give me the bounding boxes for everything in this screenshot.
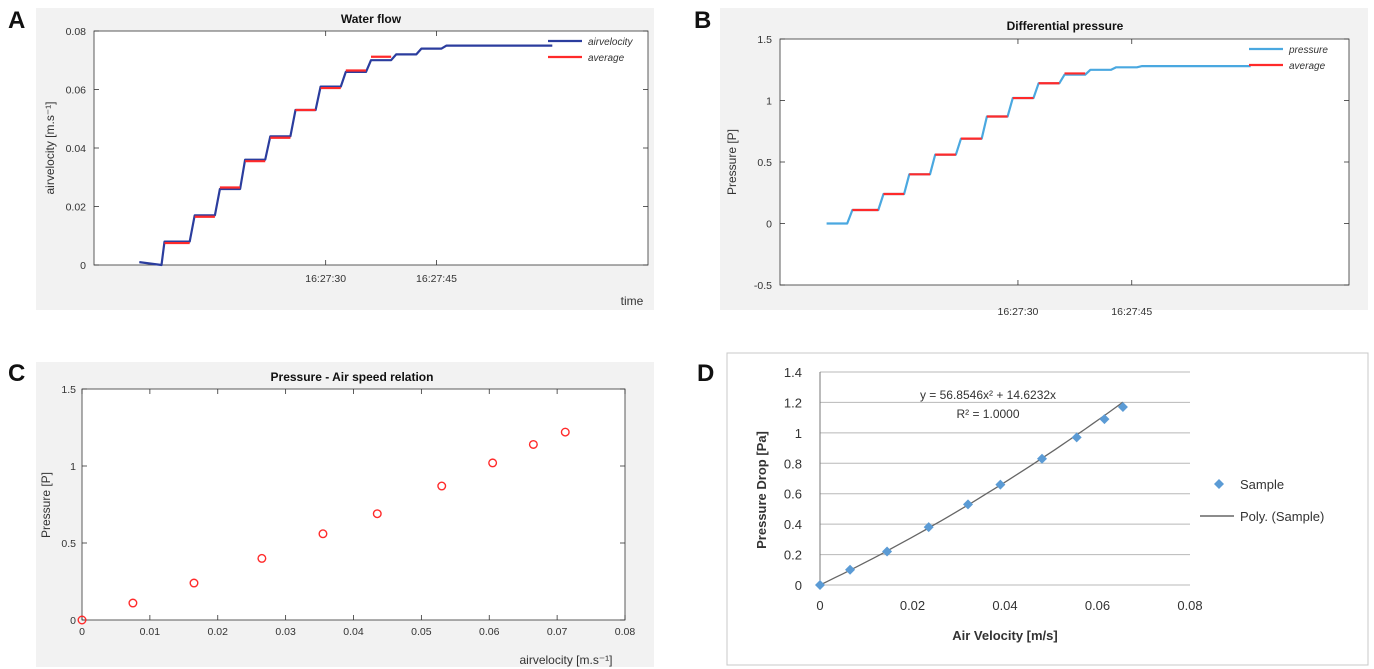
legend-label-average: average [588, 53, 625, 64]
legend-swatch-sample [1214, 479, 1224, 489]
panel-d-chart: Pressure Drop [Pa] Air Velocity [m/s] y … [726, 352, 1369, 666]
y-tick-label: 1 [795, 426, 802, 441]
y-tick-label: -0.5 [754, 280, 772, 292]
panel-c-chart: Pressure - Air speed relation Pressure [… [36, 362, 654, 667]
data-point [995, 479, 1006, 490]
x-tick-label: 0.03 [275, 626, 296, 638]
data-point [257, 553, 267, 563]
panel-b-chart: Differential pressure Pressure [P] -0.5 0… [720, 8, 1368, 318]
legend-label-average: average [1289, 61, 1326, 72]
data-point [815, 580, 825, 590]
y-tick-label: 0 [766, 219, 772, 231]
panel-c-title: Pressure - Air speed relation [271, 370, 434, 384]
data-point [845, 564, 856, 575]
data-point [189, 578, 199, 588]
y-tick-label: 1 [766, 96, 772, 108]
x-tick-label: 0 [79, 626, 85, 638]
y-tick-label: 0 [795, 578, 802, 593]
data-point [1117, 401, 1128, 412]
y-tick-label: 0.4 [784, 517, 802, 532]
panel-c-xlabel: airvelocity [m.s⁻¹] [519, 653, 612, 667]
panel-b-ylabel: Pressure [P] [725, 129, 739, 195]
data-point [560, 427, 570, 437]
panel-b-plot-area [779, 38, 1350, 286]
panel-a-xlabel: time [621, 294, 644, 308]
series-line-pressure [826, 64, 1251, 225]
x-tick-label: 0.01 [140, 626, 161, 638]
x-tick-label: 0.06 [1085, 598, 1110, 613]
x-tick-label: 0.04 [343, 626, 364, 638]
panel-a-ylabel: airvelocity [m.s⁻¹] [43, 101, 57, 194]
panel-d-frame [726, 352, 1369, 666]
trendline-equation: y = 56.8546x² + 14.6232x [920, 388, 1056, 402]
data-point [318, 529, 328, 539]
x-tick-label: 0.08 [615, 626, 636, 638]
panel-d-xlabel: Air Velocity [m/s] [952, 628, 1057, 643]
data-point [77, 615, 87, 625]
x-tick-label: 16:27:30 [305, 273, 346, 285]
panel-a-title: Water flow [341, 12, 402, 26]
series-line-airvelocity [139, 44, 553, 267]
x-tick-label: 0.02 [900, 598, 925, 613]
y-tick-label: 1.5 [757, 34, 772, 46]
data-point [372, 509, 382, 519]
panel-label-c: C [8, 360, 25, 387]
x-tick-label: 16:27:45 [1111, 306, 1152, 318]
legend-label-sample: Sample [1240, 477, 1284, 492]
panel-c-plot-area [81, 388, 626, 621]
y-tick-label: 0.6 [784, 487, 802, 502]
y-tick-label: 0.08 [66, 26, 87, 38]
y-tick-label: 0.5 [61, 538, 76, 550]
data-point [882, 546, 893, 557]
x-tick-label: 0.06 [479, 626, 500, 638]
data-point [1099, 414, 1110, 425]
data-point [923, 522, 934, 533]
x-tick-label: 0.04 [992, 598, 1017, 613]
x-tick-label: 0.05 [411, 626, 432, 638]
x-tick-label: 16:27:45 [416, 273, 457, 285]
panel-label-b: B [694, 7, 711, 34]
x-tick-label: 0.07 [547, 626, 568, 638]
x-tick-label: 0 [816, 598, 823, 613]
x-tick-label: 0.08 [1177, 598, 1202, 613]
y-tick-label: 0.5 [757, 157, 772, 169]
panel-c-ylabel: Pressure [P] [39, 472, 53, 538]
data-point [528, 439, 538, 449]
panel-b-title: Differential pressure [1007, 19, 1124, 33]
y-tick-label: 0.06 [66, 85, 87, 97]
data-point [1071, 432, 1082, 443]
data-point [437, 481, 447, 491]
y-tick-label: 0 [70, 615, 76, 627]
trendline-r-squared: R² = 1.0000 [956, 407, 1019, 421]
y-tick-label: 0.02 [66, 202, 87, 214]
panel-label-a: A [8, 7, 25, 34]
y-tick-label: 0 [80, 260, 86, 272]
panel-label-d: D [697, 360, 714, 387]
data-point [128, 598, 138, 608]
x-tick-label: 0.02 [208, 626, 229, 638]
panel-a-chart: Water flow airvelocity [m.s⁻¹] time 0 0.0… [36, 8, 654, 310]
data-point [1037, 453, 1047, 464]
y-tick-label: 0.8 [784, 456, 802, 471]
panel-a-plot-area [93, 30, 649, 266]
y-tick-label: 0.04 [66, 143, 87, 155]
y-tick-label: 1 [70, 461, 76, 473]
x-tick-label: 16:27:30 [998, 306, 1039, 318]
legend-label-poly: Poly. (Sample) [1240, 509, 1324, 524]
y-tick-label: 1.5 [61, 384, 76, 396]
data-point [963, 499, 973, 510]
legend-label-pressure: pressure [1288, 45, 1328, 56]
y-tick-label: 1.4 [784, 365, 802, 380]
panel-d-ylabel: Pressure Drop [Pa] [754, 431, 769, 549]
legend-label-airvelocity: airvelocity [588, 37, 633, 48]
y-tick-label: 1.2 [784, 395, 802, 410]
data-point [488, 458, 498, 468]
y-tick-label: 0.2 [784, 548, 802, 563]
